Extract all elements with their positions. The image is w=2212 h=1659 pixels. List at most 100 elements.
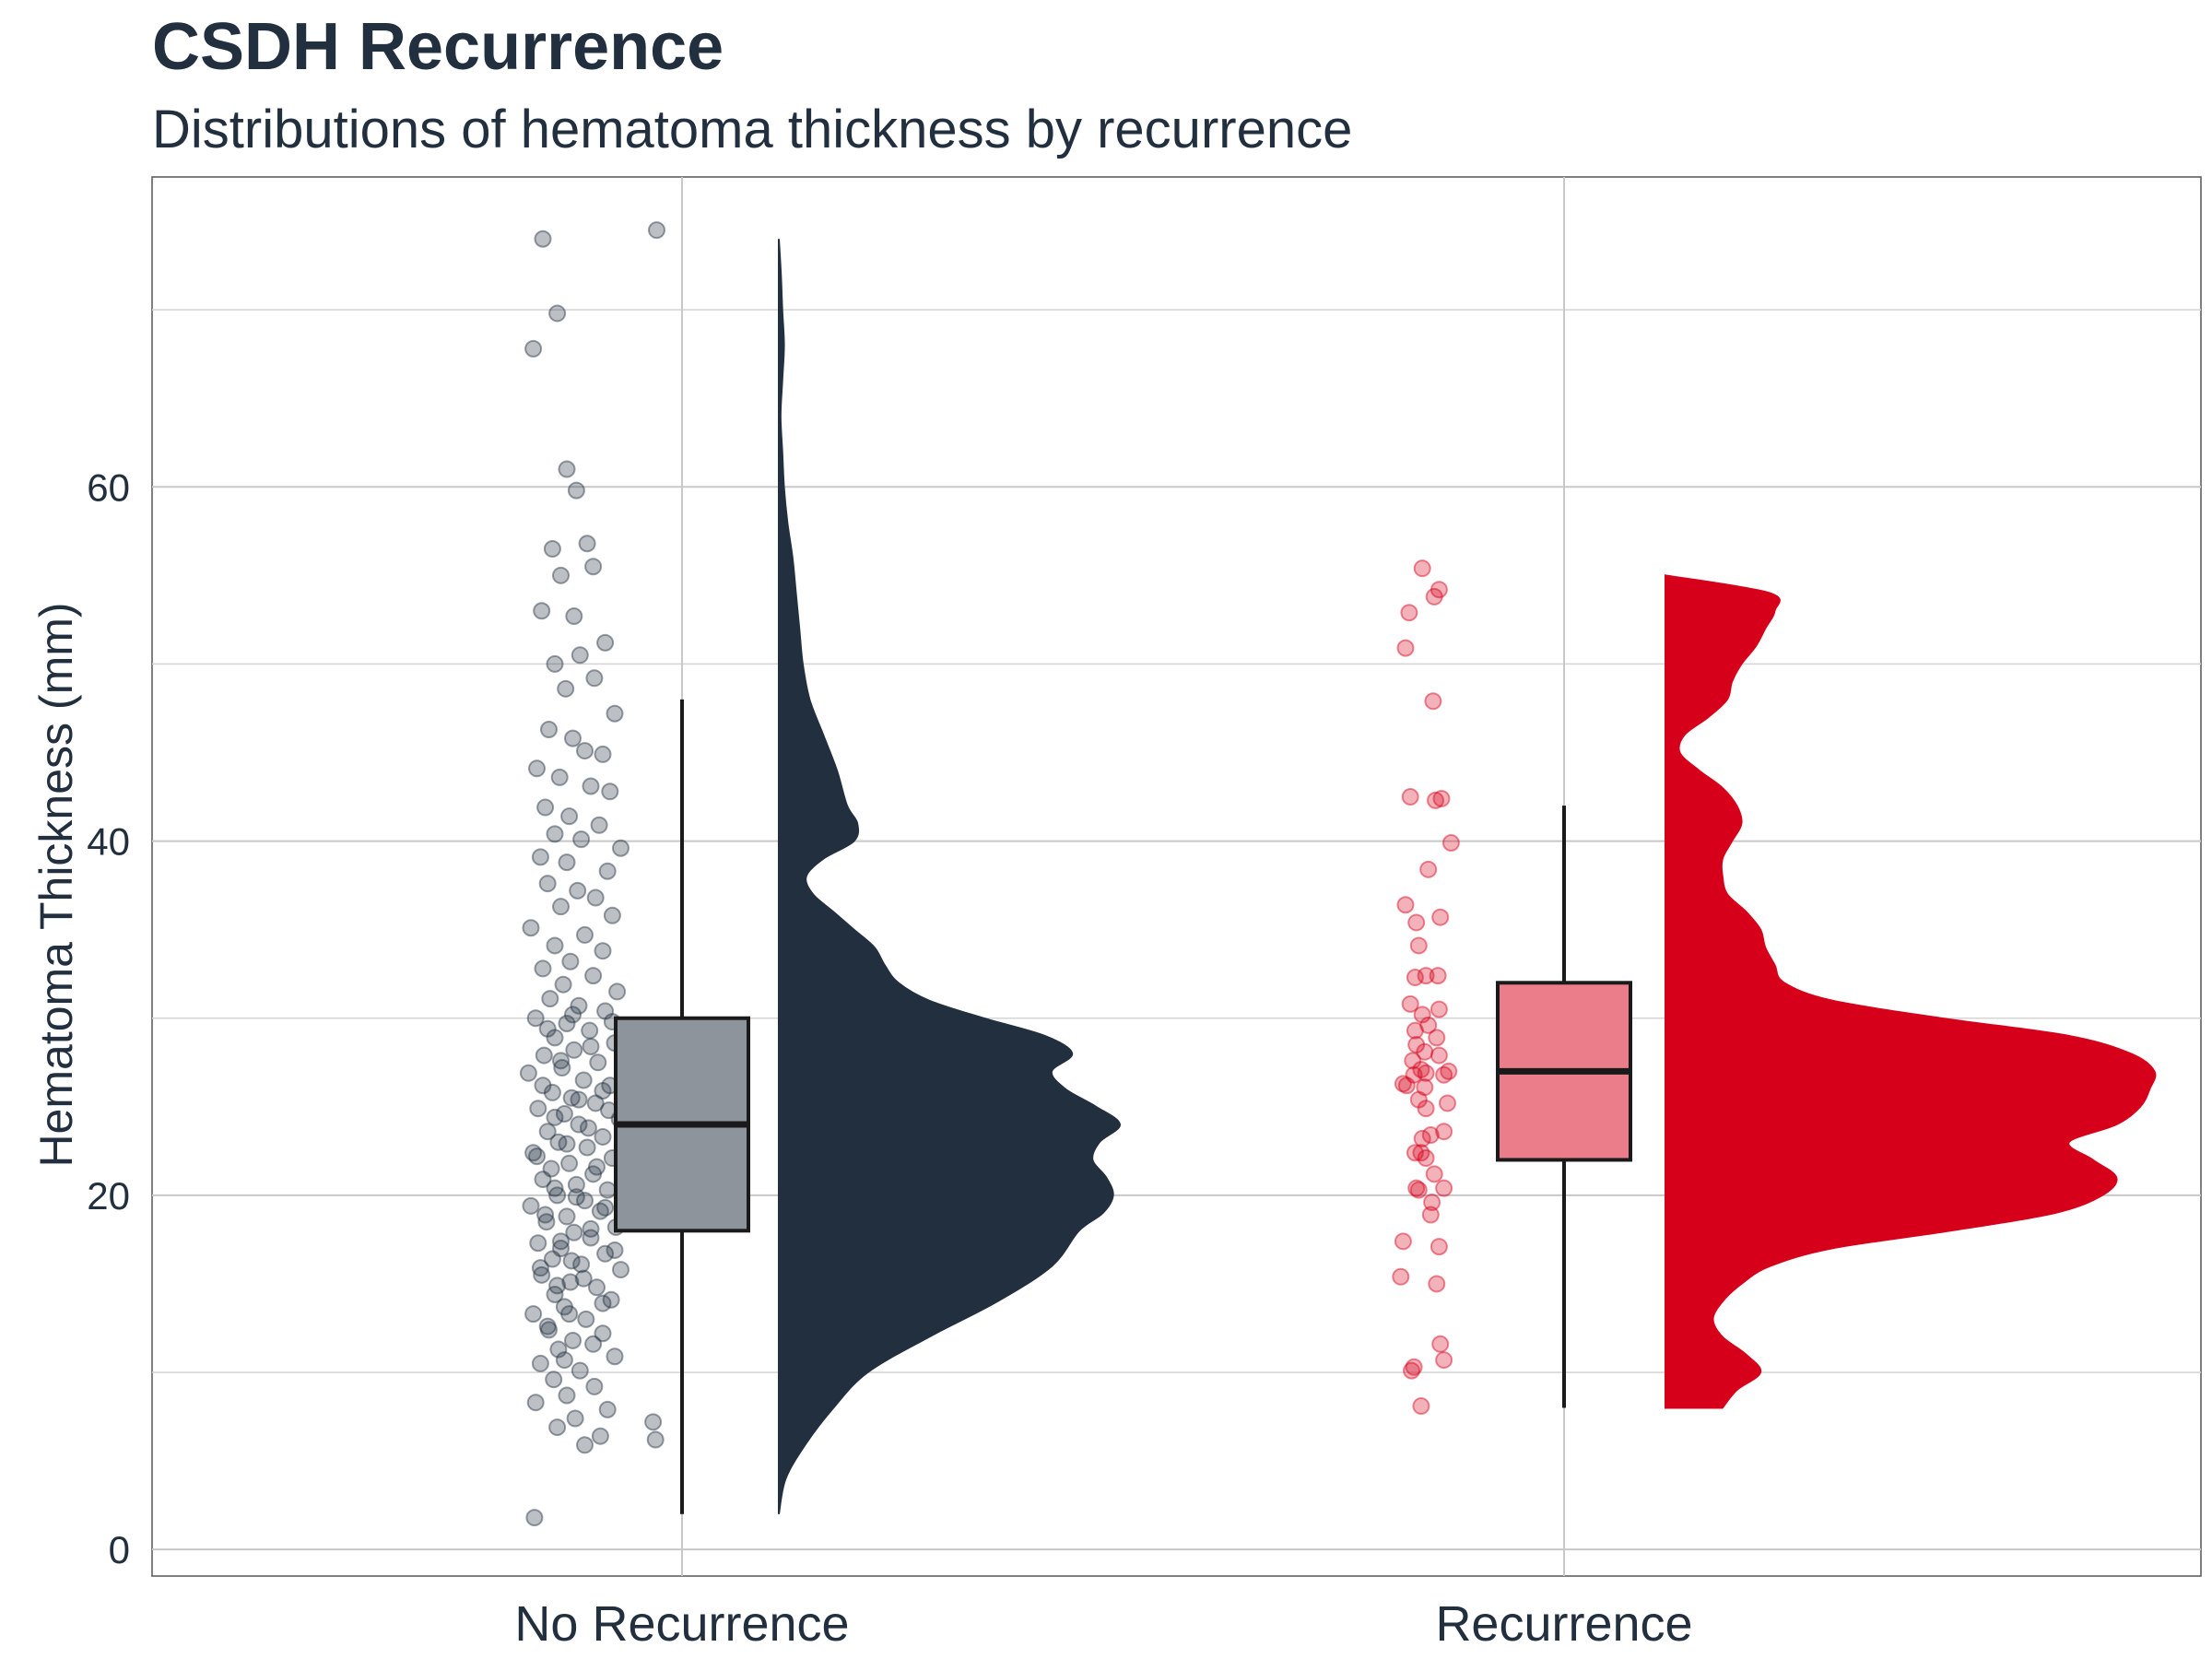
data-point xyxy=(538,1019,557,1038)
data-point xyxy=(582,1219,600,1238)
data-point xyxy=(525,1509,544,1527)
data-point xyxy=(531,1259,549,1277)
data-point xyxy=(572,1255,591,1274)
data-point xyxy=(1432,789,1451,807)
data-point xyxy=(558,1386,576,1405)
data-point xyxy=(646,1430,665,1449)
data-point xyxy=(1435,1065,1453,1084)
data-point xyxy=(538,1317,557,1335)
data-point xyxy=(612,839,629,857)
data-point xyxy=(558,460,576,478)
data-point xyxy=(528,1147,546,1166)
data-point xyxy=(578,535,596,553)
data-point xyxy=(1430,1046,1448,1065)
data-point xyxy=(543,1083,561,1101)
data-point xyxy=(648,221,665,240)
data-point xyxy=(598,1181,617,1199)
data-point xyxy=(1424,692,1442,711)
data-point xyxy=(1407,1179,1426,1197)
data-point xyxy=(572,830,591,849)
data-point xyxy=(545,1371,563,1389)
data-point xyxy=(1409,1090,1428,1109)
data-point xyxy=(1421,1126,1440,1145)
data-point xyxy=(1440,1062,1458,1080)
data-point xyxy=(1435,1179,1453,1197)
data-point xyxy=(565,1223,583,1241)
data-point xyxy=(594,942,612,960)
data-point xyxy=(1430,1000,1448,1018)
data-point xyxy=(603,906,621,924)
data-point xyxy=(588,1278,606,1297)
data-point xyxy=(534,1077,552,1095)
data-point xyxy=(588,1158,606,1176)
data-point xyxy=(552,566,570,584)
data-point xyxy=(538,875,557,893)
data-point xyxy=(576,742,594,760)
data-point xyxy=(581,1021,599,1040)
data-point xyxy=(550,768,569,786)
data-point xyxy=(1394,1075,1412,1093)
data-point xyxy=(1435,1123,1453,1141)
data-point xyxy=(536,798,555,817)
data-point xyxy=(1396,639,1415,657)
data-point xyxy=(1412,1060,1430,1078)
data-point xyxy=(560,1305,579,1324)
data-point xyxy=(555,1351,573,1370)
data-point xyxy=(586,1094,605,1112)
data-point xyxy=(560,1154,579,1172)
data-point xyxy=(584,967,603,985)
data-point xyxy=(528,759,546,778)
data-point xyxy=(562,1252,581,1270)
data-point xyxy=(534,1171,552,1189)
data-point xyxy=(584,1165,603,1183)
data-point xyxy=(1417,1149,1435,1168)
data-point xyxy=(1407,913,1426,932)
data-point xyxy=(529,1100,547,1118)
data-point xyxy=(546,1029,564,1047)
data-point xyxy=(552,1052,570,1070)
data-point xyxy=(1413,1129,1431,1147)
data-point xyxy=(543,1250,561,1268)
data-point xyxy=(548,304,567,323)
data-point xyxy=(536,1206,555,1224)
data-point xyxy=(524,1305,543,1324)
data-point xyxy=(558,1207,576,1226)
y-tick-label: 40 xyxy=(87,820,130,864)
data-point xyxy=(1412,1144,1430,1162)
data-point xyxy=(1439,1094,1456,1112)
data-point xyxy=(594,1324,612,1343)
data-point xyxy=(543,540,561,559)
data-point xyxy=(576,1436,594,1454)
data-point xyxy=(560,807,579,826)
data-point xyxy=(565,607,583,626)
data-point xyxy=(612,1261,629,1279)
density-cloud xyxy=(1665,574,2157,1409)
data-point xyxy=(1397,1077,1416,1095)
data-point xyxy=(574,1071,593,1089)
data-point xyxy=(585,669,604,688)
data-point xyxy=(1401,994,1419,1013)
data-point xyxy=(540,721,558,739)
data-point xyxy=(567,1175,585,1194)
data-point xyxy=(570,996,588,1015)
data-point xyxy=(582,1229,600,1247)
data-point xyxy=(538,1123,557,1141)
data-point xyxy=(1396,896,1415,914)
data-point xyxy=(1406,969,1424,987)
data-point xyxy=(1423,1194,1441,1212)
data-point xyxy=(1430,581,1448,599)
data-point xyxy=(1406,1144,1424,1162)
data-point xyxy=(546,1108,564,1126)
data-point xyxy=(570,1090,588,1109)
data-point xyxy=(564,1331,582,1349)
data-point xyxy=(606,1347,624,1366)
data-point xyxy=(1428,1029,1446,1047)
data-point xyxy=(1417,1100,1435,1118)
data-point xyxy=(526,1394,545,1412)
data-point xyxy=(576,1192,594,1210)
data-point xyxy=(584,558,603,576)
data-point xyxy=(590,816,608,834)
data-point xyxy=(1428,1275,1446,1293)
data-point xyxy=(541,990,559,1008)
